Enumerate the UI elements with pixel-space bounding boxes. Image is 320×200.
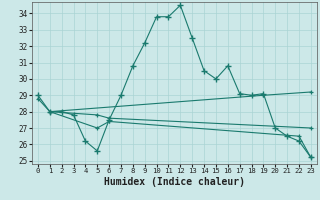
X-axis label: Humidex (Indice chaleur): Humidex (Indice chaleur) <box>104 177 245 187</box>
